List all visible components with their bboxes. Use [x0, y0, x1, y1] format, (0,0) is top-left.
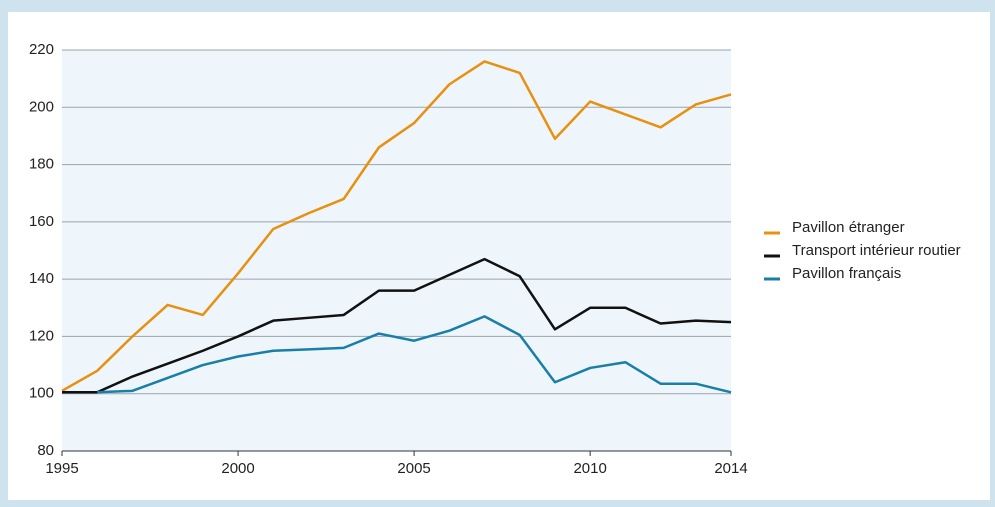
y-tick-label: 140 — [29, 270, 54, 287]
series-line — [62, 257, 732, 394]
x-tick-label: 2014 — [714, 460, 747, 477]
y-tick-label: 100 — [29, 385, 54, 402]
y-tick-label: 160 — [29, 213, 54, 230]
y-tick-label: 200 — [29, 98, 54, 115]
y-tick-label: 120 — [29, 327, 54, 344]
legend-label: Pavillon français — [792, 265, 901, 282]
series-line — [97, 315, 732, 394]
x-tick-label: 2000 — [221, 460, 254, 477]
x-tick-label: 2005 — [397, 460, 430, 477]
y-tick-label: 180 — [29, 156, 54, 173]
y-tick-label: 220 — [29, 41, 54, 58]
x-tick-label: 1995 — [45, 460, 78, 477]
y-tick-label: 80 — [37, 442, 54, 459]
legend-label: Pavillon étranger — [792, 219, 905, 236]
series-line — [61, 60, 732, 392]
plot-area — [62, 50, 731, 451]
legend-label: Transport intérieur routier — [792, 242, 961, 259]
x-tick-label: 2010 — [573, 460, 606, 477]
